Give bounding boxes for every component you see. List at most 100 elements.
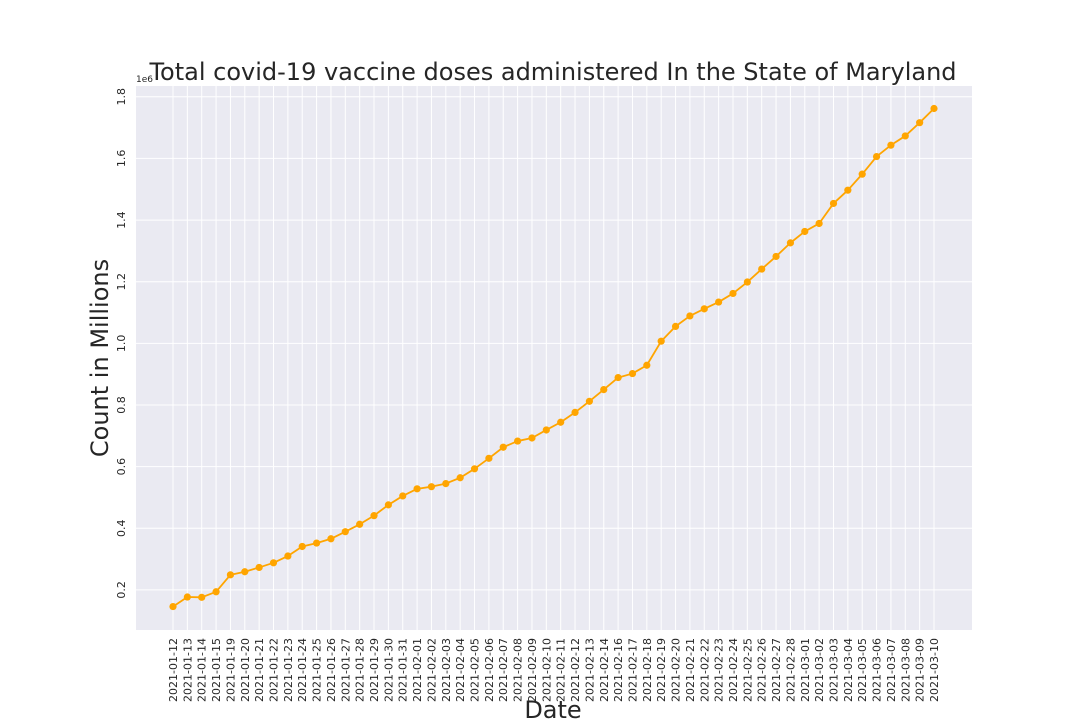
x-tick-label: 2021-01-21: [253, 638, 266, 702]
x-tick-label: 2021-02-25: [741, 638, 754, 702]
x-tick-label: 2021-03-08: [899, 638, 912, 702]
y-tick-label: 1.6: [115, 150, 128, 168]
data-point: [198, 593, 206, 601]
x-tick-label: 2021-02-08: [512, 638, 525, 702]
x-tick-label: 2021-02-04: [454, 638, 467, 702]
data-point: [829, 199, 838, 208]
data-point: [786, 239, 795, 247]
x-tick-label: 2021-03-02: [813, 638, 826, 702]
y-tick-label: 1.8: [115, 88, 128, 106]
y-tick-label: 0.6: [115, 458, 128, 476]
x-gridlines: [172, 86, 935, 630]
data-point: [600, 385, 608, 394]
x-tick-label: 2021-02-12: [569, 638, 582, 702]
data-point: [930, 104, 938, 113]
x-tick-label: 2021-01-14: [196, 638, 209, 702]
data-point: [470, 465, 479, 473]
x-tick-label: 2021-02-10: [540, 638, 553, 702]
data-point: [284, 552, 292, 560]
data-point: [226, 571, 235, 579]
data-point: [858, 170, 866, 178]
x-tick-label: 2021-02-20: [670, 638, 683, 702]
x-tick-label: 2021-03-07: [885, 638, 898, 702]
x-tick-label: 2021-01-29: [368, 638, 381, 702]
data-point: [758, 265, 766, 273]
data-point: [557, 418, 565, 426]
x-tick-label: 2021-03-05: [856, 638, 869, 702]
data-point: [901, 132, 909, 140]
data-point: [686, 312, 694, 320]
data-point: [844, 186, 852, 194]
data-point: [499, 443, 507, 451]
x-tick-label: 2021-02-16: [612, 638, 625, 702]
data-point: [183, 593, 191, 601]
x-tick-label: 2021-02-28: [784, 638, 797, 702]
data-point: [370, 512, 378, 520]
data-point: [743, 278, 751, 286]
x-tick-label: 2021-02-07: [497, 638, 510, 702]
x-tick-label: 2021-01-25: [311, 638, 324, 702]
x-tick-label: 2021-01-15: [210, 638, 223, 702]
data-point: [241, 568, 249, 576]
x-tick-label: 2021-01-28: [354, 638, 367, 702]
y-tick-label: 1.4: [115, 211, 128, 229]
data-point: [356, 520, 364, 528]
x-tick-label: 2021-02-22: [698, 638, 711, 702]
data-point: [614, 373, 622, 382]
x-tick-label: 2021-03-06: [871, 638, 884, 702]
y-tick-label: 0.2: [115, 581, 128, 599]
data-point: [456, 474, 464, 482]
data-point: [399, 492, 407, 500]
data-point: [628, 369, 637, 378]
x-tick-label: 2021-01-26: [325, 638, 338, 702]
x-tick-label: 2021-02-02: [425, 638, 438, 702]
data-point: [341, 528, 349, 536]
x-tick-label: 2021-03-09: [914, 638, 927, 702]
x-tick-label: 2021-02-06: [483, 638, 496, 702]
data-point: [872, 152, 881, 161]
x-tick-label: 2021-01-20: [239, 638, 252, 702]
data-point: [169, 602, 177, 611]
data-point: [327, 535, 335, 543]
data-point: [312, 539, 321, 547]
y-tick-label: 1.0: [115, 335, 128, 353]
x-tick-label: 2021-02-05: [469, 638, 482, 702]
y-tick-labels: 0.2 0.4 0.6 0.8 1.0 1.2 1.4 1.6 1.8: [115, 88, 128, 599]
data-point: [269, 559, 278, 567]
x-tick-label: 2021-01-22: [268, 638, 281, 702]
x-tick-label: 2021-03-01: [799, 638, 812, 702]
y-tick-label: 1.2: [115, 273, 128, 291]
x-tick-label: 2021-01-27: [339, 638, 352, 702]
x-tick-label: 2021-02-13: [583, 638, 596, 702]
data-point: [542, 426, 550, 434]
x-tick-label: 2021-03-03: [827, 638, 840, 702]
x-tick-label: 2021-02-26: [756, 638, 769, 702]
x-tick-label: 2021-01-13: [181, 638, 194, 702]
x-tick-label: 2021-01-23: [282, 638, 295, 702]
data-point: [700, 305, 708, 313]
data-point: [715, 298, 723, 306]
data-point: [384, 501, 392, 509]
data-point: [671, 322, 680, 331]
data-point: [514, 437, 522, 445]
x-tick-label: 2021-02-03: [440, 638, 453, 702]
x-tick-label: 2021-02-23: [713, 638, 726, 702]
x-tick-labels: 2021-01-12 2021-01-13 2021-01-14 2021-01-15…: [167, 638, 941, 702]
series-layer: [169, 104, 938, 611]
x-tick-label: 2021-02-21: [684, 638, 697, 702]
data-point: [643, 361, 651, 369]
x-tick-label: 2021-02-17: [626, 638, 639, 702]
x-tick-label: 2021-01-30: [382, 638, 395, 702]
data-point: [255, 563, 263, 572]
data-point: [427, 483, 436, 491]
x-tick-label: 2021-02-09: [526, 638, 539, 702]
data-point: [298, 542, 306, 551]
x-tick-label: 2021-01-24: [296, 638, 309, 702]
x-tick-label: 2021-01-31: [397, 638, 410, 702]
chart-title: Total covid-19 vaccine doses administere…: [148, 58, 956, 86]
data-point: [528, 434, 536, 442]
x-axis-label: Date: [524, 696, 581, 720]
x-tick-label: 2021-02-14: [598, 638, 611, 702]
data-point: [801, 227, 809, 236]
data-point: [485, 454, 493, 462]
